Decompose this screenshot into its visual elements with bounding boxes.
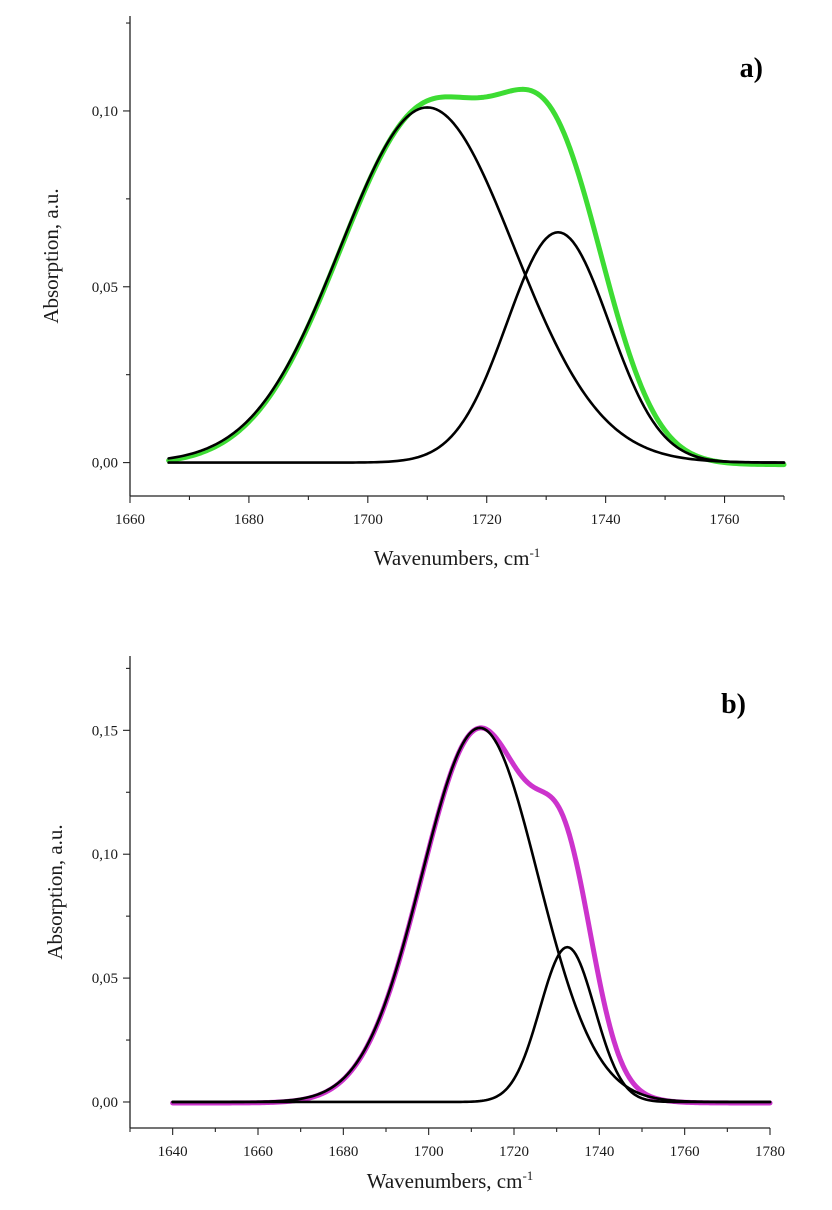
x-tick-label: 1720 — [472, 512, 502, 528]
x-tick-label: 1700 — [353, 512, 383, 528]
series-component-1-line — [171, 726, 772, 1104]
x-tick-label: 1780 — [755, 1144, 785, 1160]
y-tick-label: 0,15 — [92, 723, 118, 739]
x-axis-title-text: Wavenumbers, cm — [367, 1169, 523, 1193]
x-tick-label: 1700 — [414, 1144, 444, 1160]
y-axis-title: Absorption, a.u. — [43, 824, 67, 959]
x-axis-title-text: Wavenumbers, cm — [374, 546, 530, 570]
series-component-2-line — [171, 945, 772, 1104]
y-tick-label: 0,10 — [92, 104, 118, 120]
x-tick-label: 1760 — [710, 512, 740, 528]
panel-label: a) — [740, 53, 763, 84]
panel-label: b) — [721, 689, 746, 720]
x-tick-label: 1640 — [158, 1144, 188, 1160]
x-axis-title-superscript: -1 — [522, 1168, 533, 1183]
y-tick-label: 0,05 — [92, 971, 118, 987]
x-tick-label: 1660 — [115, 512, 145, 528]
x-axis-title-superscript: -1 — [529, 545, 540, 560]
series-component-1-line — [167, 106, 786, 464]
series-component-2-line — [167, 230, 786, 464]
x-tick-label: 1660 — [243, 1144, 273, 1160]
x-tick-label: 1680 — [234, 512, 264, 528]
x-tick-label: 1720 — [499, 1144, 529, 1160]
x-axis-title: Wavenumbers, cm-1 — [374, 545, 541, 570]
series-measured-line — [166, 86, 787, 468]
y-tick-label: 0,00 — [92, 456, 118, 472]
series-measured-line — [170, 725, 773, 1106]
x-tick-label: 1740 — [591, 512, 621, 528]
chart-panel-a: 1660 1680 1700 1720 1740 1760 0,00 0,05 0,10 Wave… — [39, 16, 787, 570]
x-tick-label: 1680 — [328, 1144, 358, 1160]
y-tick-label: 0,05 — [92, 280, 118, 296]
x-tick-label: 1740 — [584, 1144, 614, 1160]
chart-panel-b: 1640 1660 1680 1700 1720 1740 1760 1780 0,00 0,05… — [43, 656, 785, 1193]
y-tick-label: 0,00 — [92, 1095, 118, 1111]
y-tick-label: 0,10 — [92, 847, 118, 863]
x-tick-label: 1760 — [670, 1144, 700, 1160]
y-axis-title: Absorption, a.u. — [39, 188, 63, 323]
x-axis-title: Wavenumbers, cm-1 — [367, 1168, 534, 1193]
